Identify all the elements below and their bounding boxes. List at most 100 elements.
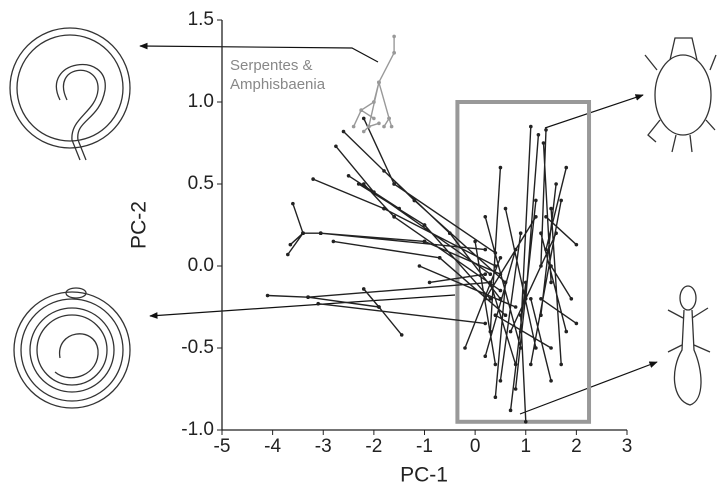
node xyxy=(488,297,493,301)
node xyxy=(493,362,498,367)
x-tick-label: 1 xyxy=(520,436,531,457)
node xyxy=(529,297,533,301)
x-axis-title: PC-1 xyxy=(400,464,448,487)
node xyxy=(331,239,336,244)
arrow xyxy=(139,42,379,63)
node xyxy=(427,280,432,285)
node xyxy=(473,239,477,244)
node xyxy=(503,280,508,285)
node xyxy=(382,124,386,129)
node xyxy=(399,333,404,337)
node xyxy=(498,255,503,260)
node xyxy=(483,272,488,277)
arrow xyxy=(149,294,456,319)
node xyxy=(488,329,493,334)
y-tick-label: 1.0 xyxy=(188,91,214,112)
node xyxy=(392,51,396,55)
node xyxy=(513,247,518,252)
node xyxy=(367,124,371,129)
node xyxy=(372,116,376,121)
frog-drawing xyxy=(644,37,717,153)
node xyxy=(574,321,579,326)
node xyxy=(286,252,290,257)
node xyxy=(559,362,563,367)
x-tick-label: -5 xyxy=(214,436,231,457)
node xyxy=(356,182,361,186)
node xyxy=(288,242,293,247)
node xyxy=(387,116,391,121)
node xyxy=(549,280,553,285)
arrow xyxy=(544,94,644,129)
node xyxy=(498,297,503,301)
node xyxy=(574,242,579,247)
node xyxy=(377,121,381,126)
lizard-drawing xyxy=(667,285,711,406)
node xyxy=(544,128,548,132)
x-tick-label: -4 xyxy=(264,436,281,457)
node xyxy=(488,280,493,285)
snake-drawing xyxy=(9,27,131,161)
y-tick-label: 0.0 xyxy=(188,255,214,276)
illustrations xyxy=(9,27,717,409)
node xyxy=(536,133,541,137)
x-tick-label: 2 xyxy=(571,436,582,457)
node xyxy=(316,301,320,306)
node xyxy=(549,379,553,383)
node xyxy=(508,408,513,413)
y-axis-title: PC-2 xyxy=(128,201,151,249)
node xyxy=(377,80,381,85)
node xyxy=(346,174,351,178)
node xyxy=(361,287,366,291)
node xyxy=(397,206,401,211)
node xyxy=(534,346,538,350)
node xyxy=(483,247,488,252)
node xyxy=(382,206,386,211)
node xyxy=(483,354,488,359)
node xyxy=(493,395,498,400)
x-tick-label: -2 xyxy=(365,436,382,457)
node xyxy=(554,182,558,186)
node xyxy=(306,295,310,299)
node xyxy=(417,264,422,268)
node xyxy=(318,231,323,235)
node xyxy=(564,329,569,334)
node xyxy=(483,321,488,326)
y-tick-label: 1.5 xyxy=(188,9,214,30)
node xyxy=(518,231,523,235)
node xyxy=(351,124,356,129)
annotation: Amphisbaenia xyxy=(230,76,326,93)
node xyxy=(372,100,376,104)
node xyxy=(503,206,508,211)
node xyxy=(513,362,518,367)
node xyxy=(541,141,546,145)
node xyxy=(544,215,548,219)
node xyxy=(392,182,396,186)
node xyxy=(523,297,528,301)
node xyxy=(529,124,533,129)
node xyxy=(518,329,523,334)
node xyxy=(359,108,364,112)
annotation: Serpentes & xyxy=(230,57,313,74)
node xyxy=(549,346,553,350)
node xyxy=(513,305,518,309)
y-tick-label: -1.0 xyxy=(181,419,214,440)
node xyxy=(334,144,338,149)
node xyxy=(498,165,503,170)
node xyxy=(389,124,394,129)
node xyxy=(422,223,427,227)
x-tick-label: -3 xyxy=(315,436,332,457)
y-tick-label: 0.5 xyxy=(188,173,214,194)
node xyxy=(412,198,417,203)
node xyxy=(539,231,543,235)
node xyxy=(301,231,305,235)
node xyxy=(372,190,376,194)
node xyxy=(554,231,558,235)
node xyxy=(529,362,533,367)
node xyxy=(539,264,543,268)
node xyxy=(382,169,386,173)
amphisbaenian-drawing xyxy=(13,287,131,409)
plot-area: -1.0 -0.5 0.0 0.5 1.0 1.5 -5 -4 -3 -2 -1 0 1 2 3 Serpen… xyxy=(181,9,632,457)
node xyxy=(493,313,498,318)
node xyxy=(549,206,553,211)
node xyxy=(539,313,543,318)
